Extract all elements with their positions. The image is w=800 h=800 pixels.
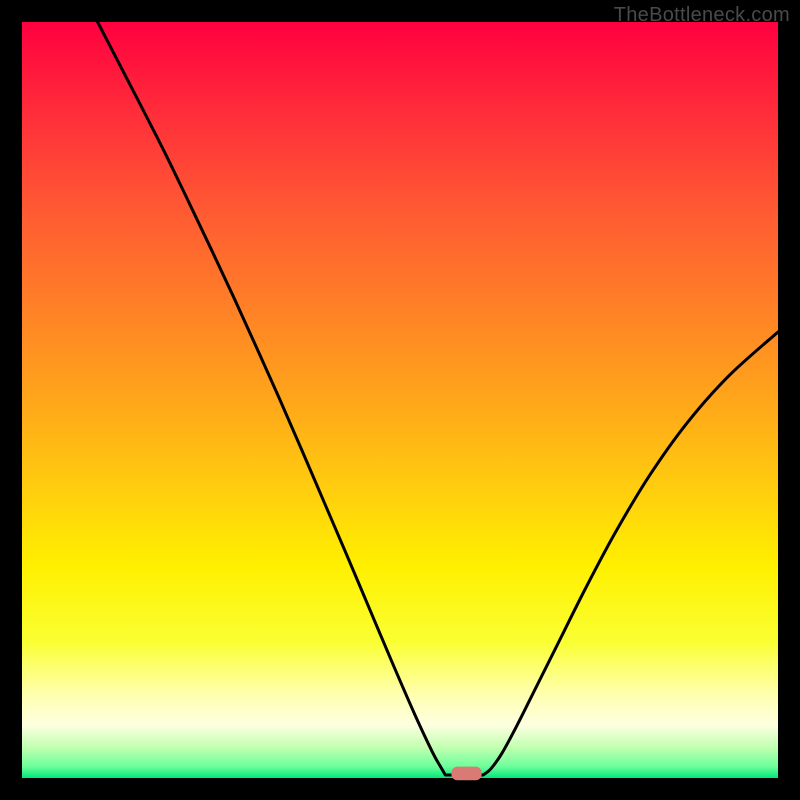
watermark-label: TheBottleneck.com bbox=[614, 4, 790, 27]
optimal-marker bbox=[451, 767, 481, 781]
plot-background bbox=[22, 22, 778, 778]
bottleneck-chart bbox=[0, 0, 800, 800]
chart-container: TheBottleneck.com bbox=[0, 0, 800, 800]
